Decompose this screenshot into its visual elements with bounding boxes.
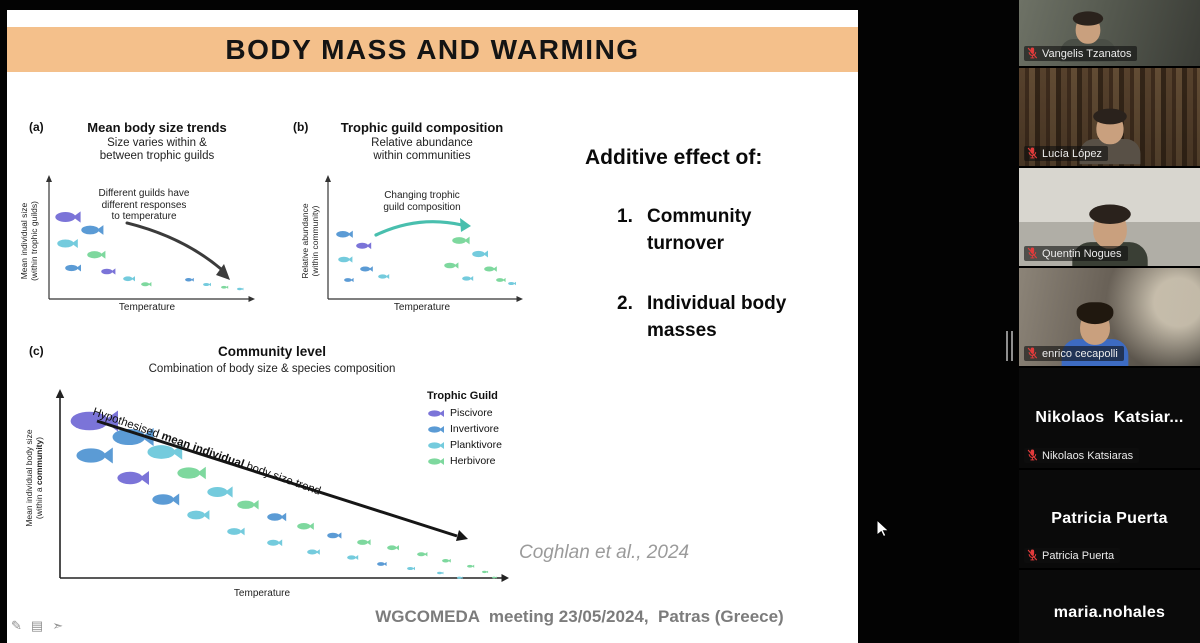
participant-display-name: maria.nohales bbox=[1053, 604, 1166, 621]
herbivore-fish-icon bbox=[428, 457, 444, 465]
pointer-icon[interactable]: ➣ bbox=[52, 618, 64, 633]
slide-title: BODY MASS AND WARMING bbox=[225, 34, 640, 65]
panel-b-y-axis-label: Relative abundance (within community) bbox=[300, 203, 320, 279]
panel-b-note: Changing trophic guild composition bbox=[383, 190, 461, 213]
planktivore-fish-icon bbox=[428, 441, 444, 449]
legend-item-piscivore: Piscivore bbox=[427, 407, 547, 419]
panel-a-title: Mean body size trends bbox=[87, 120, 227, 135]
participant-name-label: Vangelis Tzanatos bbox=[1024, 46, 1138, 61]
participant-name-label: enrico cecapolli bbox=[1024, 346, 1124, 361]
citation: Coghlan et al., 2024 bbox=[519, 542, 690, 563]
panel-b-figure bbox=[325, 175, 523, 302]
panel-c-figure bbox=[55, 389, 509, 582]
panel-b-x-axis-label: Temperature bbox=[393, 302, 451, 313]
participant-name-label: Lucía López bbox=[1024, 146, 1108, 161]
participant-tile-nikolaos[interactable]: Nikolaos Katsiar... Nikolaos Katsiaras bbox=[1019, 368, 1200, 468]
muted-mic-icon bbox=[1027, 247, 1038, 259]
participant-tile-patricia[interactable]: Patricia Puerta Patricia Puerta bbox=[1019, 470, 1200, 568]
slide-footer: WGCOMEDA meeting 23/05/2024, Patras (Gre… bbox=[375, 607, 784, 626]
invertivore-fish-icon bbox=[428, 425, 444, 433]
participant-tile-quentin[interactable]: Quentin Nogues bbox=[1019, 168, 1200, 266]
slide-title-band: BODY MASS AND WARMING bbox=[7, 27, 858, 72]
legend-title: Trophic Guild bbox=[427, 390, 498, 402]
pen-icon[interactable]: ✎ bbox=[11, 618, 22, 633]
muted-mic-icon bbox=[1027, 347, 1038, 359]
trophic-guild-legend: Trophic Guild Piscivore Invertivore Plan… bbox=[427, 390, 547, 471]
panel-resize-handle[interactable] bbox=[1006, 331, 1014, 361]
muted-mic-icon bbox=[1027, 549, 1038, 561]
participant-tile-lucia[interactable]: Lucía López bbox=[1019, 68, 1200, 166]
participant-display-name: Patricia Puerta bbox=[1051, 510, 1168, 527]
legend-item-planktivore: Planktivore bbox=[427, 439, 547, 451]
mouse-cursor bbox=[876, 519, 890, 538]
panel-b-subtitle: Relative abundance within communities bbox=[371, 137, 473, 162]
participant-display-name: Nikolaos Katsiar... bbox=[1035, 409, 1184, 426]
participant-tile-enrico[interactable]: enrico cecapolli bbox=[1019, 268, 1200, 366]
muted-mic-icon bbox=[1027, 47, 1038, 59]
muted-mic-icon bbox=[1027, 147, 1038, 159]
annotation-toolbar: ✎ ▤ ➣ bbox=[11, 618, 63, 634]
legend-item-herbivore: Herbivore bbox=[427, 455, 547, 467]
additive-item-1: 1. Community turnover bbox=[617, 206, 752, 254]
panel-a-tag: (a) bbox=[29, 120, 44, 134]
notes-icon[interactable]: ▤ bbox=[30, 618, 44, 633]
panel-c-title: Community level bbox=[217, 344, 327, 359]
panel-a-x-axis-label: Temperature bbox=[118, 302, 176, 313]
piscivore-fish-icon bbox=[428, 409, 444, 417]
shared-slide: BODY MASS AND WARMING (a) Mean body size… bbox=[7, 10, 858, 643]
legend-item-invertivore: Invertivore bbox=[427, 423, 547, 435]
participant-gallery: Vangelis Tzanatos Lucía López Quentin No… bbox=[1019, 0, 1200, 643]
panel-c-x-axis-label: Temperature bbox=[233, 588, 291, 599]
panel-c-y-axis-label: Mean individual body size (within a comm… bbox=[24, 429, 44, 527]
panel-c-subtitle: Combination of body size & species compo… bbox=[148, 363, 396, 375]
panel-b-tag: (b) bbox=[293, 120, 309, 134]
participant-tile-maria[interactable]: maria.nohales bbox=[1019, 570, 1200, 643]
participant-tile-vangelis[interactable]: Vangelis Tzanatos bbox=[1019, 0, 1200, 66]
panel-a-figure bbox=[46, 175, 255, 302]
additive-item-2: 2. Individual body masses bbox=[617, 293, 787, 341]
participant-name-label: Patricia Puerta bbox=[1024, 548, 1121, 563]
panel-a-subtitle: Size varies within & between trophic gui… bbox=[99, 137, 215, 162]
panel-a-note: Different guilds have different response… bbox=[98, 188, 190, 222]
panel-c-tag: (c) bbox=[29, 344, 44, 358]
panel-b-title: Trophic guild composition bbox=[340, 120, 504, 135]
participant-name-label: Quentin Nogues bbox=[1024, 246, 1128, 261]
additive-heading: Additive effect of: bbox=[585, 146, 763, 169]
participant-name-label: Nikolaos Katsiaras bbox=[1024, 448, 1140, 463]
muted-mic-icon bbox=[1027, 449, 1038, 461]
panel-a-y-axis-label: Mean individual size (within trophic gui… bbox=[19, 201, 39, 281]
